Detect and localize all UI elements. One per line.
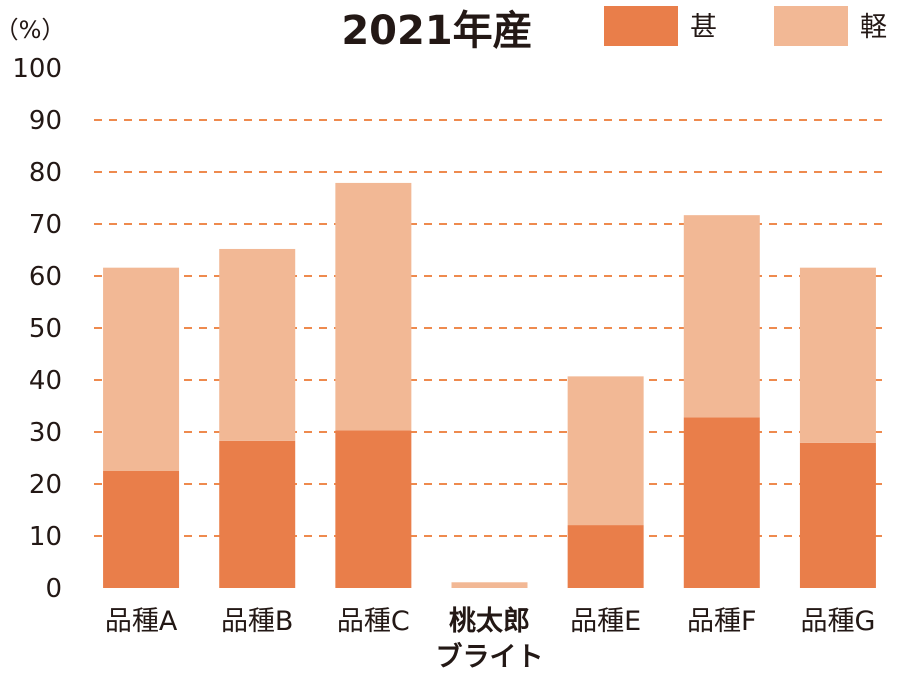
x-tick-label: 品種C	[337, 606, 410, 637]
x-tick-label: 品種G	[800, 606, 875, 637]
x-tick-label: ブライト	[436, 641, 544, 673]
bar-segment-light	[799, 267, 876, 443]
y-tick-label: 80	[29, 158, 62, 188]
y-axis-ticks: 0 10 20 30 40 50 60 70 80 90 100	[12, 54, 62, 604]
legend-swatch	[774, 6, 848, 46]
y-tick-label: 70	[29, 210, 62, 240]
y-tick-label: 100	[12, 54, 62, 84]
bar-segment-light	[567, 376, 644, 526]
bar-segment-severe	[683, 417, 760, 588]
x-tick-label: 品種B	[221, 606, 294, 637]
bar-segment-severe	[799, 442, 876, 588]
bar-segment-severe	[567, 525, 644, 588]
legend-label: 軽	[860, 12, 887, 43]
y-tick-label: 0	[45, 574, 62, 604]
bar-segment-light	[335, 182, 412, 431]
bar-segment-light	[451, 582, 528, 588]
y-axis-unit-label: （%）	[0, 16, 65, 44]
bar-segment-severe	[335, 430, 412, 588]
bar-segment-severe	[219, 440, 296, 588]
gridlines	[94, 119, 888, 537]
chart-title: 2021年産	[341, 8, 532, 54]
bar-segment-light	[683, 215, 760, 418]
x-tick-label: 桃太郎	[449, 606, 530, 637]
y-tick-label: 90	[29, 106, 62, 136]
x-tick-label: 品種A	[105, 606, 178, 637]
y-tick-label: 50	[29, 314, 62, 344]
bar-segment-light	[219, 248, 296, 441]
y-tick-label: 60	[29, 262, 62, 292]
bars	[103, 182, 876, 588]
y-tick-label: 10	[29, 522, 62, 552]
legend-swatch	[604, 6, 678, 46]
y-tick-label: 40	[29, 366, 62, 396]
x-tick-label: 品種E	[570, 606, 641, 637]
y-tick-label: 20	[29, 470, 62, 500]
bar-segment-severe	[103, 471, 180, 588]
bar-segment-light	[103, 267, 180, 471]
y-tick-label: 30	[29, 418, 62, 448]
legend-label: 甚	[690, 12, 717, 43]
x-tick-label: 品種F	[687, 606, 757, 637]
legend: 甚軽	[604, 6, 887, 46]
